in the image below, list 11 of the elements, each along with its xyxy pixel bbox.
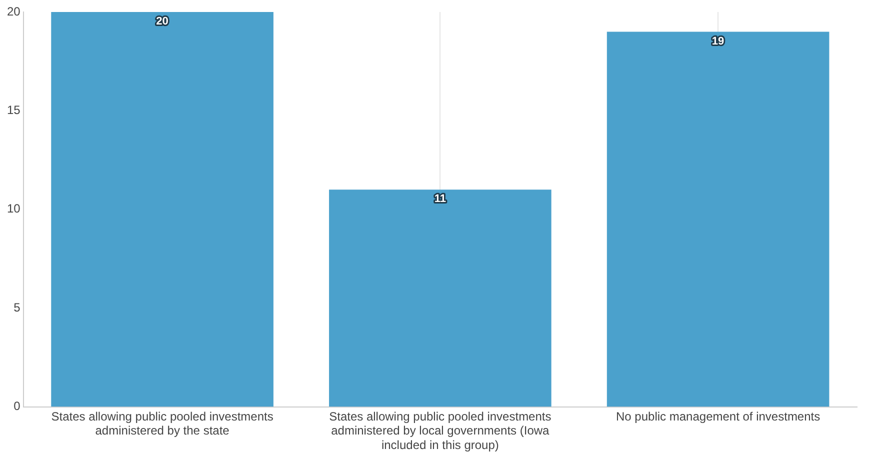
x-tick-label: States allowing public pooled investments administered by local governments (Iowa included in this group) [329, 409, 552, 452]
x-tick-label: States allowing public pooled investments administered by the state [51, 409, 274, 438]
x-tick-label: No public management of investments [616, 409, 820, 424]
y-tick-label: 10 [6, 202, 21, 216]
data-label: 20 [156, 16, 168, 28]
data-label: 19 [712, 35, 724, 48]
y-tick-label: 0 [14, 399, 21, 414]
y-tick-label: 15 [6, 103, 21, 118]
data-label: 11 [434, 193, 446, 206]
y-tick-label: 20 [6, 4, 21, 18]
y-tick-label: 5 [14, 300, 21, 314]
